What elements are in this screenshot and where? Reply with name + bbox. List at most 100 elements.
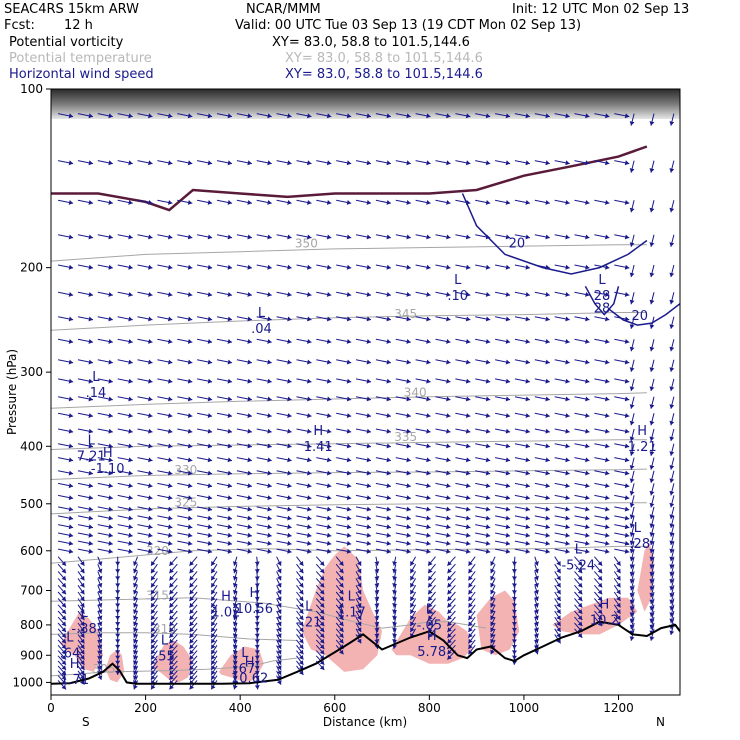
wind-vector-head: [605, 495, 610, 501]
wind-vector-head: [61, 684, 66, 690]
wind-vector-head: [426, 457, 431, 463]
wind-vector-head: [277, 575, 282, 581]
wind-vector-head: [346, 443, 352, 449]
wind-vector-head: [68, 316, 74, 322]
wind-vector-head: [128, 457, 133, 463]
wind-vector-head: [168, 113, 173, 119]
wind-vector-head: [406, 540, 411, 546]
wind-vector-head: [465, 234, 471, 240]
wind-vector-head: [585, 316, 590, 322]
wind-vector-head: [68, 457, 74, 463]
wind-vector-head: [254, 590, 260, 595]
extremum-marker: L: [241, 646, 249, 661]
wind-vector-head: [490, 582, 495, 588]
wind-vector-head: [624, 443, 630, 449]
wind-vector-head: [267, 428, 272, 434]
field-xy-wind: XY= 83.0, 58.8 to 101.5,144.6: [285, 67, 483, 82]
wind-vector-head: [88, 359, 93, 365]
wind-vector-head: [267, 378, 272, 384]
wind-vector-head: [307, 548, 312, 554]
wind-vector-head: [277, 627, 282, 632]
wind-vector-head: [189, 575, 194, 581]
wind-vector-head: [565, 113, 570, 119]
wind-vector-head: [189, 633, 194, 638]
wind-vector-head: [80, 596, 85, 601]
wind-vector-head: [267, 443, 272, 449]
wind-vector-head: [577, 615, 583, 620]
extremum-marker: L: [426, 603, 434, 618]
wind-vector-head: [669, 548, 675, 554]
wind-vector-head: [490, 621, 495, 627]
wind-vector-head: [545, 548, 550, 554]
wind-vector-head: [565, 292, 570, 297]
wind-vector-head: [585, 524, 590, 530]
wind-vector-head: [465, 532, 471, 538]
wind-vector-head: [605, 428, 610, 434]
wind-vector-head: [148, 515, 153, 521]
wind-vector-head: [465, 378, 471, 384]
wind-vector-head: [307, 515, 312, 521]
wind-vector-head: [525, 548, 530, 554]
wind-vector-head: [669, 532, 675, 537]
wind-vector-head: [545, 234, 550, 240]
wind-vector-head: [319, 609, 325, 614]
wind-vector-head: [545, 540, 550, 546]
wind-vector-head: [97, 627, 103, 632]
pv-contour-1.5: [51, 145, 648, 212]
wind-vector-head: [247, 292, 252, 297]
wind-vector-head: [88, 548, 93, 554]
wind-vector-head: [187, 264, 193, 270]
wind-vector-head: [534, 602, 539, 608]
wind-vector-head: [108, 470, 113, 476]
wind-vector-head: [447, 596, 452, 601]
wind-vector-head: [366, 113, 371, 119]
wind-vector-head: [232, 615, 238, 620]
wind-vector-head: [565, 359, 570, 365]
wind-vector-head: [629, 478, 635, 483]
extremum-marker: H: [427, 629, 437, 644]
wind-vector-head: [151, 596, 156, 601]
extremum-value: .14: [86, 386, 107, 401]
wind-vector-head: [505, 483, 511, 489]
wind-vector-head: [227, 515, 232, 521]
wind-vector-head: [565, 506, 570, 512]
wind-vector-head: [168, 292, 173, 297]
wind-vector-head: [392, 596, 398, 601]
wind-vector-head: [207, 540, 213, 546]
wind-vector-head: [597, 575, 603, 581]
wind-vector-head: [447, 561, 452, 566]
wind-vector-head: [128, 396, 133, 402]
wind-vector-head: [61, 644, 66, 649]
wind-vector-head: [534, 596, 539, 601]
extremum-marker: H: [313, 424, 323, 439]
wind-vector-head: [447, 633, 452, 638]
wind-vector-head: [485, 378, 491, 384]
wind-vector-head: [624, 524, 630, 530]
wind-vector-head: [187, 113, 193, 119]
wind-vector-head: [545, 200, 550, 205]
wind-vector-head: [211, 675, 216, 680]
wind-vector-head: [277, 561, 282, 566]
wind-vector-head: [61, 633, 66, 638]
wind-vector-head: [319, 660, 325, 665]
wind-vector-head: [512, 660, 517, 665]
wind-vector-head: [597, 615, 603, 620]
wind-vector-head: [267, 413, 272, 418]
wind-vector-head: [168, 160, 173, 166]
wind-vector-head: [168, 457, 173, 463]
wind-vector-head: [277, 615, 282, 620]
wind-vector-head: [88, 483, 93, 489]
wind-vector-head: [232, 589, 238, 595]
wind-vector-head: [534, 568, 539, 574]
wind-vector-head: [556, 609, 561, 614]
wind-vector-head: [446, 160, 451, 166]
wind-vector-head: [207, 378, 213, 384]
wind-vector-head: [629, 168, 635, 173]
wind-vector-head: [148, 413, 153, 418]
wind-vector-head: [649, 346, 655, 352]
wind-vector-head: [299, 602, 304, 608]
wind-vector-head: [97, 602, 103, 608]
wind-vector-head: [227, 413, 232, 418]
wind-vector-head: [585, 457, 590, 463]
wind-vector-head: [277, 582, 282, 588]
